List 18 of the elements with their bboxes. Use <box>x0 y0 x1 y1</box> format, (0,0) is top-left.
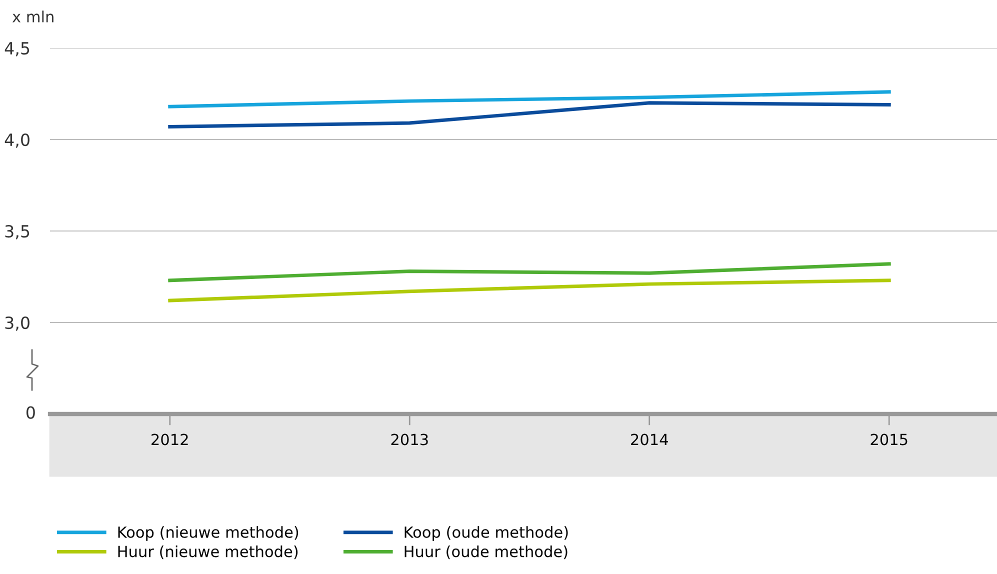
text: 0 <box>26 406 35 419</box>
y-tick-label: 3,0 <box>5 316 30 331</box>
line-series <box>168 278 891 302</box>
legend-label: Huur (oude methode) <box>404 545 568 560</box>
y-axis-title: x mln <box>12 10 54 22</box>
x-tick-label: 2012 <box>152 434 188 446</box>
line-series <box>168 90 891 108</box>
legend-label: Koop (nieuwe methode) <box>118 526 298 541</box>
x-tick-label: 2013 <box>391 434 428 446</box>
line-series <box>168 262 891 282</box>
legend-label: Huur (nieuwe methode) <box>118 545 298 560</box>
legend-label: Koop (oude methode) <box>404 526 568 541</box>
x-tick-label: 2015 <box>870 434 908 446</box>
y-tick-label: 4,5 <box>4 42 30 56</box>
y-tick-label: 3,5 <box>5 224 30 240</box>
x-tick-label: 2014 <box>631 434 668 446</box>
line-series <box>168 101 891 128</box>
y-tick-label: 4,0 <box>4 133 30 148</box>
